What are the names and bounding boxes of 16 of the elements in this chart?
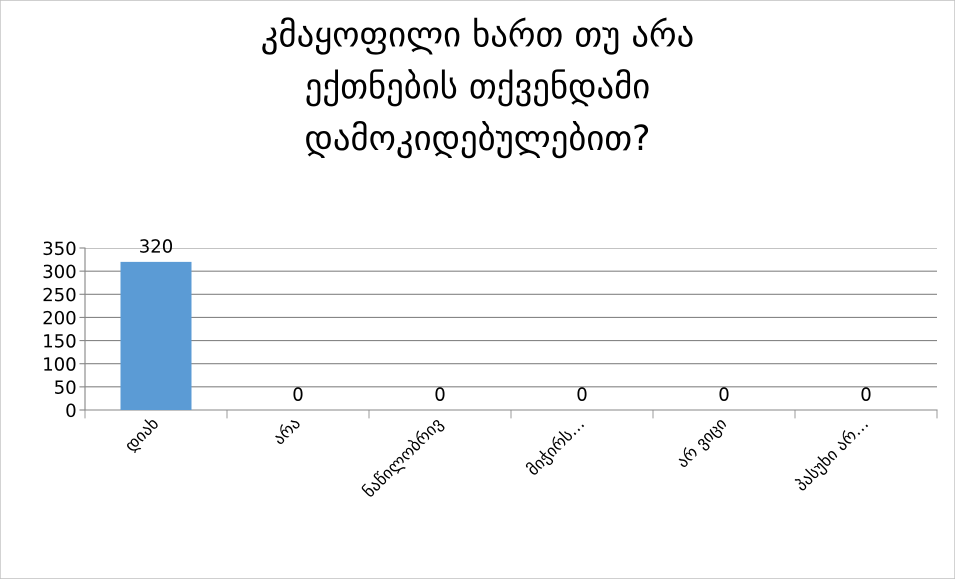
y-tick-label: 250 [44, 288, 76, 302]
y-tick-label: 100 [44, 357, 76, 371]
data-label: 0 [577, 387, 587, 401]
data-label: 0 [435, 387, 445, 401]
y-tick-label: 300 [44, 264, 76, 278]
data-label: 0 [719, 387, 729, 401]
y-tick-label: 150 [44, 334, 76, 348]
data-label: 0 [861, 387, 871, 401]
x-tick-label: არა [270, 415, 301, 446]
y-tick-label: 350 [44, 241, 76, 256]
data-label: 0 [293, 387, 303, 401]
y-tick-label: 0 [66, 403, 76, 418]
y-tick-label: 50 [55, 380, 76, 394]
chart-title: კმაყოფილი ხართ თუ არა ექთნების თქვენდამი დამოკიდებულებით? [262, 17, 693, 158]
y-tick-label: 200 [44, 310, 76, 325]
data-label: 320 [140, 239, 172, 253]
